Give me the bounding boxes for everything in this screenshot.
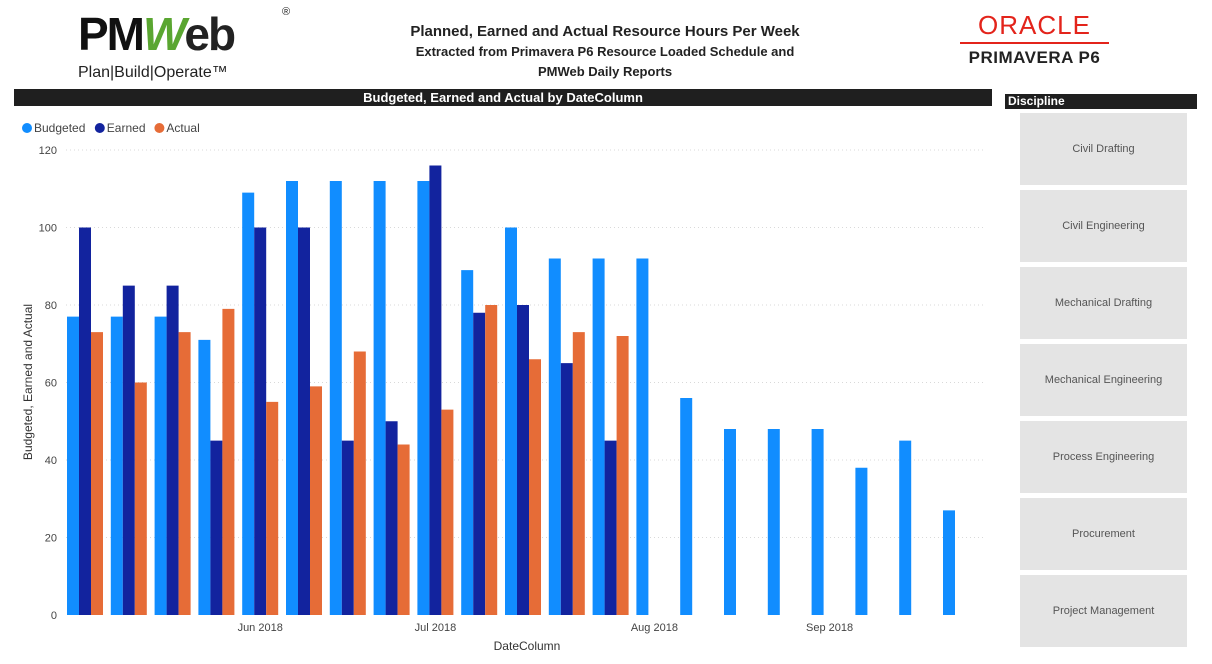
y-tick-label: 20: [45, 533, 57, 545]
report-subtitle-line2: PMWeb Daily Reports: [537, 64, 673, 79]
bar-budgeted: [67, 316, 79, 615]
bar-earned: [517, 305, 529, 615]
legend-marker-earned: [94, 123, 105, 133]
bar-budgeted: [329, 181, 342, 615]
bar-actual: [91, 332, 103, 615]
slicer-item-civil-engineering[interactable]: Civil Engineering: [1020, 190, 1187, 262]
bar-earned: [298, 227, 310, 615]
oracle-wordmark: ORACLE: [978, 10, 1091, 40]
report-subtitle-line1: Extracted from Primavera P6 Resource Loa…: [415, 44, 795, 59]
bar-actual: [572, 332, 585, 615]
slicer-item-project-management[interactable]: Project Management: [1020, 575, 1187, 647]
bar-budgeted: [855, 467, 868, 615]
bar-budgeted: [417, 181, 430, 615]
brand-eb: eb: [184, 8, 236, 60]
bar-earned: [473, 312, 486, 615]
bar-actual: [529, 359, 541, 615]
slicer-item-mechanical-engineering[interactable]: Mechanical Engineering: [1020, 344, 1187, 416]
bar-budgeted: [943, 510, 955, 615]
slicer-item-procurement[interactable]: Procurement: [1020, 498, 1187, 570]
slicer-item-process-engineering[interactable]: Process Engineering: [1020, 421, 1187, 493]
slicer-item-mechanical-drafting[interactable]: Mechanical Drafting: [1020, 267, 1187, 339]
oracle-primavera-logo: ORACLE PRIMAVERA P6: [952, 10, 1117, 68]
y-tick-label: 80: [45, 300, 57, 312]
bar-budgeted: [505, 227, 517, 615]
bar-budgeted: [110, 316, 123, 615]
bar-budgeted: [154, 316, 167, 615]
bar-earned: [429, 165, 442, 615]
y-axis-title: Budgeted, Earned and Actual: [21, 304, 35, 460]
bar-budgeted: [548, 258, 561, 615]
slicer-title: Discipline: [1005, 94, 1197, 109]
bar-actual: [353, 351, 366, 615]
x-tick-label: Jul 2018: [415, 622, 457, 634]
bar-earned: [166, 285, 179, 615]
bar-earned: [254, 227, 267, 615]
bar-budgeted: [461, 270, 474, 615]
x-tick-label: Sep 2018: [806, 622, 853, 634]
legend-marker-actual: [154, 123, 165, 133]
x-tick-label: Jun 2018: [238, 622, 283, 634]
y-tick-label: 120: [39, 145, 57, 157]
oracle-divider: [960, 42, 1109, 44]
report-title-block: Planned, Earned and Actual Resource Hour…: [330, 22, 880, 82]
slicer-item-civil-drafting[interactable]: Civil Drafting: [1020, 113, 1187, 185]
pmweb-logo: PMWeb ® Plan|Build|Operate™: [78, 6, 298, 86]
primavera-wordmark: PRIMAVERA P6: [968, 48, 1101, 67]
bar-earned: [79, 227, 91, 615]
bar-budgeted: [592, 258, 605, 615]
bar-budgeted: [198, 339, 211, 615]
bar-actual: [616, 336, 629, 615]
brand-w: W: [143, 8, 186, 60]
bar-actual: [485, 305, 498, 615]
bar-budgeted: [636, 258, 649, 615]
bar-budgeted: [899, 440, 912, 615]
bar-earned: [341, 440, 354, 615]
bar-budgeted: [724, 429, 736, 615]
bar-actual: [134, 382, 147, 615]
chart-title: Budgeted, Earned and Actual by DateColum…: [14, 89, 992, 106]
y-tick-label: 0: [51, 610, 57, 622]
legend-label-earned: Earned: [107, 121, 146, 135]
bar-earned: [604, 440, 617, 615]
report-title: Planned, Earned and Actual Resource Hour…: [410, 23, 800, 40]
registered-mark: ®: [282, 6, 291, 18]
bar-budgeted: [286, 181, 298, 615]
bar-earned: [560, 363, 573, 615]
bar-chart: 0 20 40 60 80 100 120 Jun 2018 Jul 2018 Aug 2018 S…: [21, 121, 985, 653]
bar-actual: [178, 332, 191, 615]
bar-budgeted: [680, 398, 693, 615]
bar-budgeted: [767, 429, 780, 615]
brand-tagline: Plan|Build|Operate™: [78, 64, 228, 81]
brand-pm: PM: [78, 8, 145, 60]
bar-actual: [397, 444, 410, 615]
bar-earned: [122, 285, 135, 615]
x-tick-label: Aug 2018: [631, 622, 678, 634]
x-axis-title: DateColumn: [494, 639, 561, 653]
bar-actual: [222, 308, 235, 615]
bar-actual: [266, 401, 279, 615]
pmweb-wordmark: PMWeb: [78, 8, 236, 60]
bar-budgeted: [811, 429, 824, 615]
bar-budgeted: [242, 192, 255, 615]
bar-actual: [310, 386, 322, 615]
bar-actual: [441, 409, 454, 615]
bar-budgeted: [373, 181, 386, 615]
y-tick-label: 60: [45, 378, 57, 390]
bar-earned: [385, 421, 398, 615]
y-tick-label: 100: [39, 223, 57, 235]
legend-marker-budgeted: [22, 123, 32, 133]
y-tick-label: 40: [45, 455, 57, 467]
legend-label-budgeted: Budgeted: [34, 121, 85, 135]
discipline-slicer: Civil Drafting Civil Engineering Mechani…: [1020, 113, 1187, 652]
bar-earned: [210, 440, 223, 615]
legend-label-actual: Actual: [166, 121, 199, 135]
